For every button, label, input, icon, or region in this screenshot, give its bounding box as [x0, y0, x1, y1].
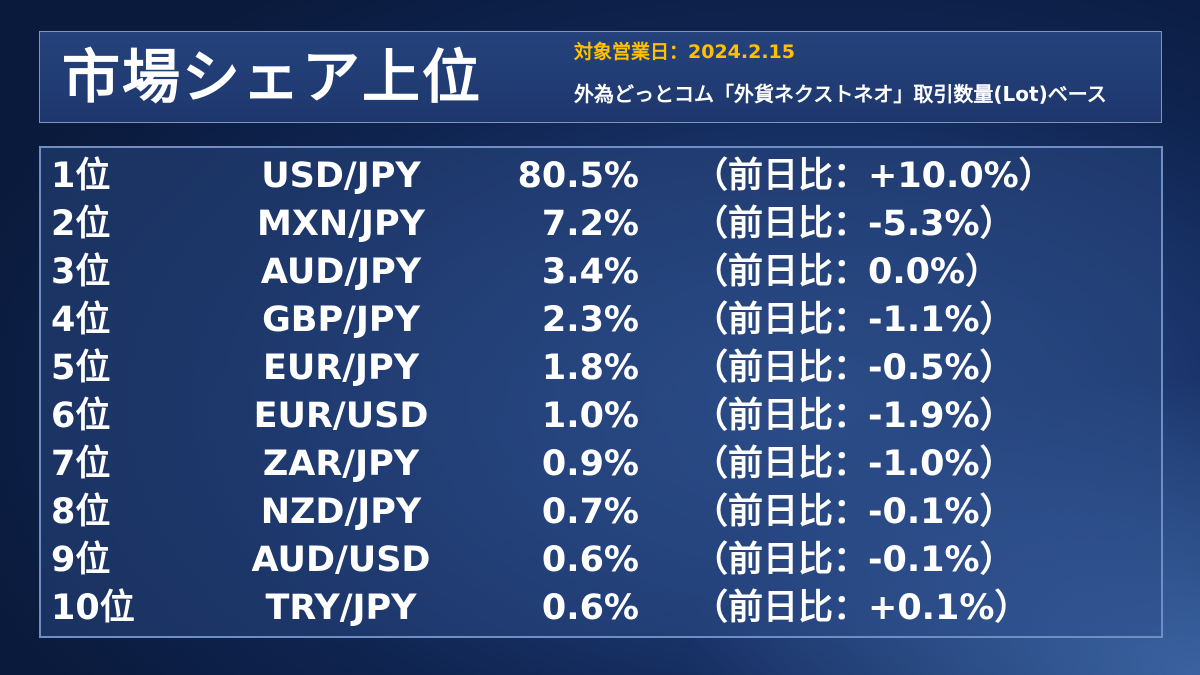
rank-label: 5位: [51, 348, 111, 388]
day-over-day-change: （前日比：-5.3%）: [693, 204, 1015, 244]
day-over-day-change: （前日比：-1.1%）: [693, 300, 1015, 340]
day-over-day-change: （前日比：-0.5%）: [693, 348, 1015, 388]
market-share: 0.6%: [541, 588, 639, 628]
ranking-row: 10位 TRY/JPY 0.6% （前日比：+0.1%）: [41, 584, 1161, 632]
target-business-date: 対象営業日：2024.2.15: [574, 41, 795, 63]
header-panel: 市場シェア上位 対象営業日：2024.2.15 外為どっとコム「外貨ネクストネオ…: [39, 31, 1162, 123]
rank-label: 3位: [51, 252, 111, 292]
market-share: 80.5%: [517, 156, 639, 196]
currency-pair: GBP/JPY: [262, 300, 420, 340]
market-share: 0.9%: [541, 444, 639, 484]
ranking-row: 8位 NZD/JPY 0.7% （前日比：-0.1%）: [41, 488, 1161, 536]
ranking-row: 3位 AUD/JPY 3.4% （前日比：0.0%）: [41, 248, 1161, 296]
rank-label: 9位: [51, 540, 111, 580]
data-basis-note: 外為どっとコム「外貨ネクストネオ」取引数量(Lot)ベース: [574, 82, 1107, 106]
day-over-day-change: （前日比：-1.9%）: [693, 396, 1015, 436]
page-title: 市場シェア上位: [62, 43, 483, 111]
ranking-row: 1位 USD/JPY 80.5% （前日比：+10.0%）: [41, 152, 1161, 200]
ranking-list: 1位 USD/JPY 80.5% （前日比：+10.0%） 2位 MXN/JPY…: [41, 152, 1161, 632]
market-share: 2.3%: [541, 300, 639, 340]
day-over-day-change: （前日比：-0.1%）: [693, 540, 1015, 580]
rank-label: 6位: [51, 396, 111, 436]
rank-label: 4位: [51, 300, 111, 340]
currency-pair: USD/JPY: [261, 156, 421, 196]
market-share: 0.6%: [541, 540, 639, 580]
rank-label: 7位: [51, 444, 111, 484]
ranking-table: 1位 USD/JPY 80.5% （前日比：+10.0%） 2位 MXN/JPY…: [39, 146, 1163, 638]
market-share: 1.8%: [541, 348, 639, 388]
day-over-day-change: （前日比：0.0%）: [693, 252, 1001, 292]
ranking-row: 9位 AUD/USD 0.6% （前日比：-0.1%）: [41, 536, 1161, 584]
currency-pair: MXN/JPY: [257, 204, 425, 244]
day-over-day-change: （前日比：+0.1%）: [693, 588, 1030, 628]
currency-pair: ZAR/JPY: [262, 444, 420, 484]
ranking-row: 5位 EUR/JPY 1.8% （前日比：-0.5%）: [41, 344, 1161, 392]
rank-label: 10位: [51, 588, 135, 628]
ranking-row: 2位 MXN/JPY 7.2% （前日比：-5.3%）: [41, 200, 1161, 248]
market-share: 7.2%: [541, 204, 639, 244]
day-over-day-change: （前日比：-0.1%）: [693, 492, 1015, 532]
ranking-row: 4位 GBP/JPY 2.3% （前日比：-1.1%）: [41, 296, 1161, 344]
rank-label: 2位: [51, 204, 111, 244]
rank-label: 8位: [51, 492, 111, 532]
day-over-day-change: （前日比：-1.0%）: [693, 444, 1015, 484]
market-share: 0.7%: [541, 492, 639, 532]
day-over-day-change: （前日比：+10.0%）: [693, 156, 1054, 196]
currency-pair: TRY/JPY: [265, 588, 417, 628]
market-share: 1.0%: [541, 396, 639, 436]
currency-pair: EUR/JPY: [262, 348, 420, 388]
currency-pair: AUD/USD: [251, 540, 431, 580]
currency-pair: AUD/JPY: [260, 252, 422, 292]
currency-pair: NZD/JPY: [260, 492, 422, 532]
ranking-row: 6位 EUR/USD 1.0% （前日比：-1.9%）: [41, 392, 1161, 440]
currency-pair: EUR/USD: [253, 396, 429, 436]
ranking-row: 7位 ZAR/JPY 0.9% （前日比：-1.0%）: [41, 440, 1161, 488]
market-share: 3.4%: [541, 252, 639, 292]
rank-label: 1位: [51, 156, 111, 196]
